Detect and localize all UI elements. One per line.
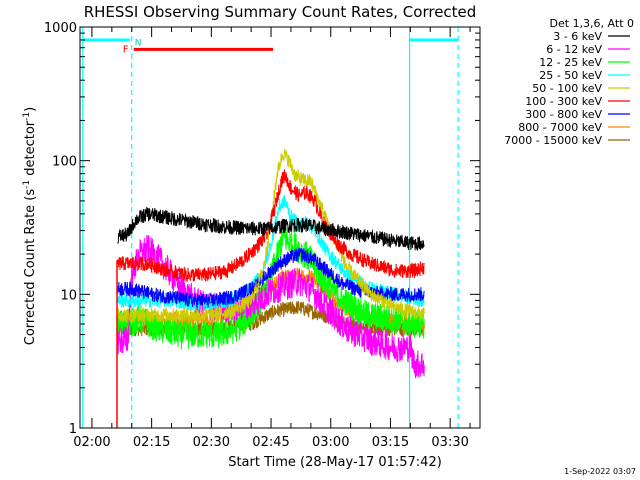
legend-label: 12 - 25 keV xyxy=(539,56,602,69)
y-tick-label: 1 xyxy=(69,422,77,437)
x-tick-label: 02:15 xyxy=(133,435,170,450)
chart-title: RHESSI Observing Summary Count Rates, Co… xyxy=(84,3,477,21)
legend-label: 800 - 7000 keV xyxy=(518,121,602,134)
x-tick-label: 02:45 xyxy=(252,435,289,450)
plot-frame xyxy=(79,26,481,429)
legend-label: 6 - 12 keV xyxy=(546,43,602,56)
legend-label: 100 - 300 keV xyxy=(525,95,602,108)
legend-label: 7000 - 15000 keV xyxy=(504,134,602,147)
flare-marker: F xyxy=(123,44,129,55)
legend-header: Det 1,3,6, Att 0 xyxy=(550,17,634,30)
y-tick-label: 10 xyxy=(60,288,77,303)
legend-label: 25 - 50 keV xyxy=(539,69,602,82)
y-axis-label-sup2: -1 xyxy=(22,112,32,121)
night-marker: N xyxy=(135,38,142,48)
legend-label: 300 - 800 keV xyxy=(525,108,602,121)
x-tick-label: 02:00 xyxy=(73,435,110,450)
y-axis-label: Corrected Count Rate (s-1 detector-1) xyxy=(22,107,38,345)
y-axis-label-sup1: -1 xyxy=(22,180,32,189)
footer-timestamp: 1-Sep-2022 03:07 xyxy=(564,467,636,476)
y-tick-label: 1000 xyxy=(44,21,77,36)
x-axis-label: Start Time (28-May-17 01:57:42) xyxy=(228,455,442,470)
y-tick-label: 100 xyxy=(52,155,77,170)
x-tick-label: 03:30 xyxy=(431,435,468,450)
series-line xyxy=(117,169,425,283)
y-axis-label-end: ) xyxy=(23,107,38,112)
axes-layer: 1 10 100 1000 02:00 02:15 02:30 02:45 03:00 03:15… xyxy=(44,21,481,450)
series-layer xyxy=(116,148,425,428)
series-line xyxy=(117,247,425,308)
x-tick-label: 03:15 xyxy=(372,435,409,450)
legend-label: 3 - 6 keV xyxy=(553,30,602,43)
series-line xyxy=(117,206,425,251)
legend-label: 50 - 100 keV xyxy=(532,82,602,95)
series-line xyxy=(117,224,425,350)
x-tick-label: 03:00 xyxy=(312,435,349,450)
x-tick-label: 02:30 xyxy=(193,435,230,450)
y-axis-label-main: Corrected Count Rate (s xyxy=(23,189,38,346)
y-axis-label-mid: detector xyxy=(23,120,38,180)
